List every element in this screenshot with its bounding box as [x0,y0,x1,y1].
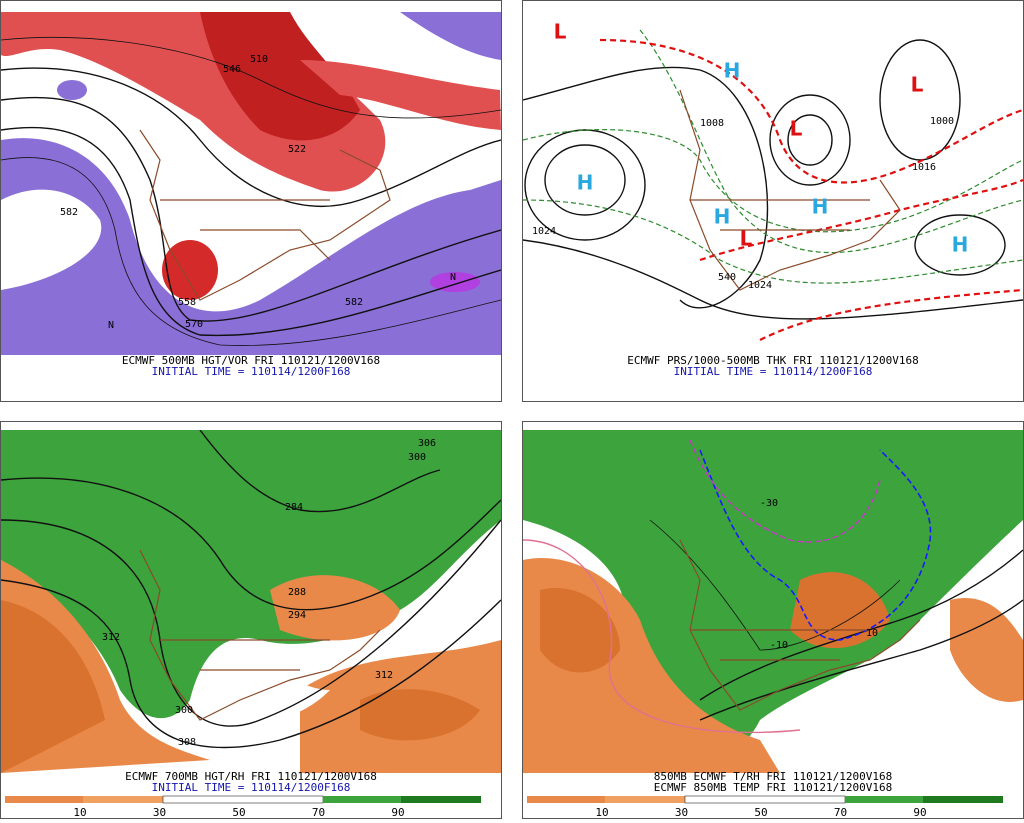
contour-label: 288 [288,587,306,598]
colorbar-ticks: 10 30 50 70 90 10 30 50 70 90 [73,806,926,819]
contour-label: N [450,272,456,283]
contour-label: 284 [285,502,303,513]
contour-label: 546 [223,64,241,75]
panel-caption: 850MB ECMWF T/RH FRI 110121/1200V168 [654,770,892,783]
colorbar-tick-label: 90 [913,806,926,819]
panel-subcaption: INITIAL TIME = 110114/1200F168 [152,781,351,794]
panel-subcaption: ECMWF 850MB TEMP FRI 110121/1200V168 [654,781,892,794]
map-700mb: 312 300 308 312 288 294 284 306 300 [1,430,501,773]
contour-label: 306 [418,438,436,449]
contour-label: 582 [345,297,363,308]
low-marker: L [740,227,753,251]
high-marker: H [724,59,741,83]
contour-label: 540 [718,272,736,283]
high-marker: H [577,171,594,195]
low-marker: L [554,20,567,44]
contour-label: 522 [288,144,306,155]
contour-label: 10 [866,628,878,639]
panel-caption: ECMWF PRS/1000-500MB THK FRI 110121/1200… [627,354,918,367]
panel-caption: ECMWF 700MB HGT/RH FRI 110121/1200V168 [125,770,377,783]
colorbar-tick-label: 10 [595,806,608,819]
contour-label: 294 [288,610,306,621]
contour-label: 1000 [930,116,954,127]
colorbar-tick-label: 30 [153,806,166,819]
colorbar-tick-label: 50 [232,806,245,819]
contour-label: 300 [408,452,426,463]
map-500mb: 582 522 570 558 582 N N 546 510 [1,12,501,355]
contour-label: -10 [770,640,788,651]
low-marker: L [790,117,803,141]
contour-label: 312 [375,670,393,681]
contour-label: 1008 [700,118,724,129]
colorbar-tick-label: 50 [754,806,767,819]
panel-subcaption: INITIAL TIME = 110114/1200F168 [674,365,873,378]
contour-label: 312 [102,632,120,643]
contour-label: 300 [175,705,193,716]
contour-label: 558 [178,297,196,308]
high-marker: H [812,195,829,219]
contour-label: 1024 [532,226,556,237]
contour-label: 308 [178,737,196,748]
contour-label: 1016 [912,162,936,173]
map-pressure: H H H H H L L L L 1024 1008 1016 1000 10… [523,12,1023,355]
panel-subcaption: INITIAL TIME = 110114/1200F168 [152,365,351,378]
colorbar-tick-label: 70 [312,806,325,819]
colorbar [5,795,481,804]
colorbar-tick-label: 30 [675,806,688,819]
colorbar [527,795,1003,804]
contour-label: 582 [60,207,78,218]
high-marker: H [952,233,969,257]
contour-label: 570 [185,319,203,330]
contour-label: 510 [250,54,268,65]
contour-label: 1024 [748,280,772,291]
contour-label: -30 [760,498,778,509]
contour-label: N [108,320,114,331]
colorbar-tick-label: 90 [391,806,404,819]
map-850mb: 10 -10 -30 [523,430,1023,773]
colorbar-tick-label: 10 [73,806,86,819]
colorbar-tick-label: 70 [834,806,847,819]
panel-caption: ECMWF 500MB HGT/VOR FRI 110121/1200V168 [122,354,380,367]
low-marker: L [911,73,924,97]
high-marker: H [714,205,731,229]
